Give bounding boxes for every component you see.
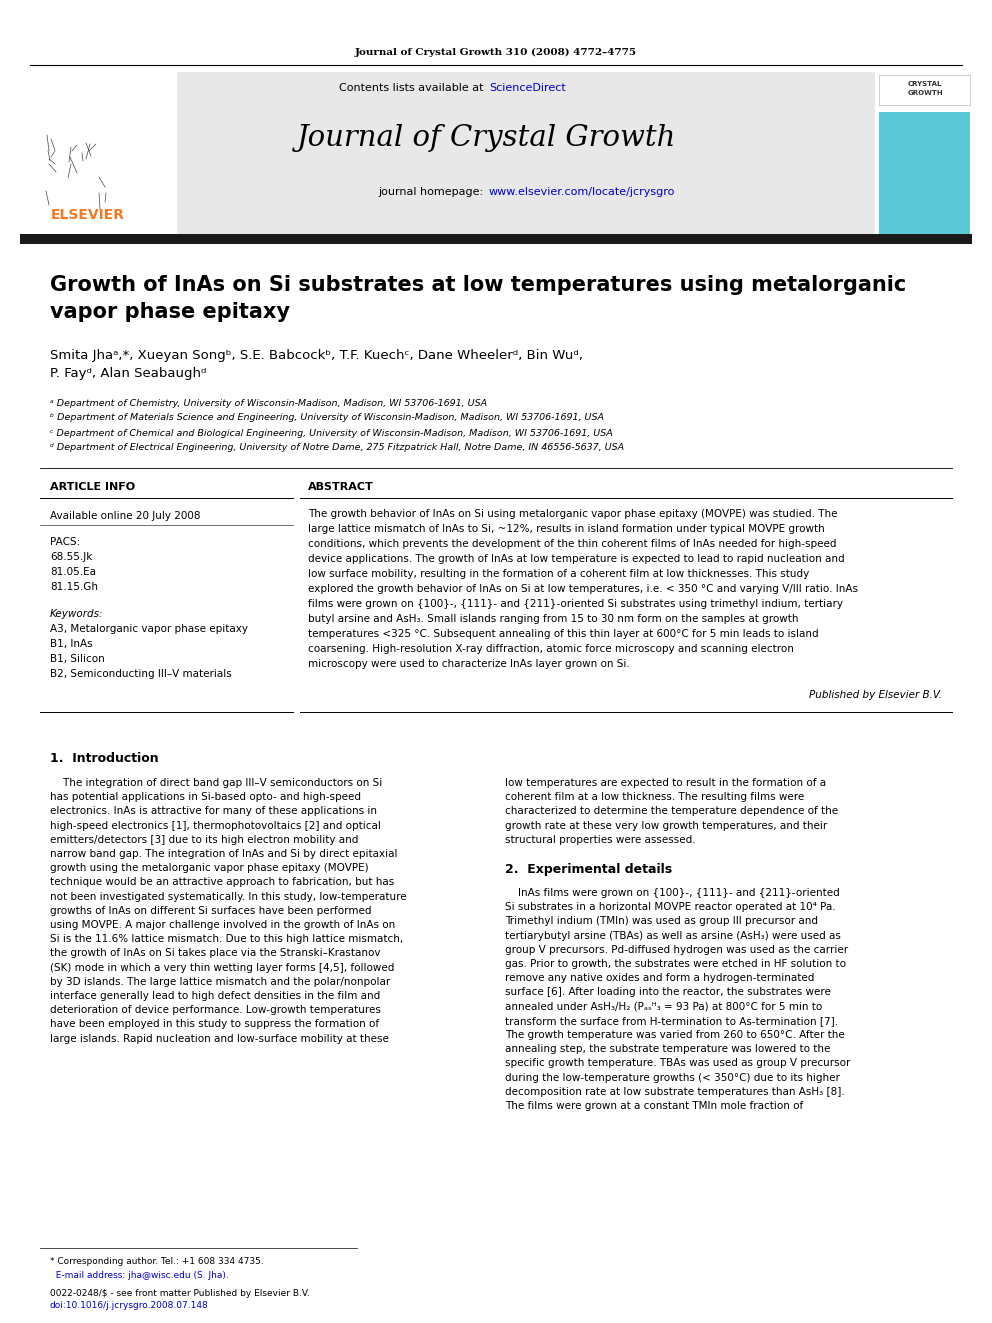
Text: B2, Semiconducting III–V materials: B2, Semiconducting III–V materials <box>50 669 232 679</box>
Text: using MOVPE. A major challenge involved in the growth of InAs on: using MOVPE. A major challenge involved … <box>50 919 395 930</box>
Text: B1, Silicon: B1, Silicon <box>50 654 105 664</box>
Text: 2.  Experimental details: 2. Experimental details <box>505 864 673 877</box>
Text: tertiarybutyl arsine (TBAs) as well as arsine (AsH₃) were used as: tertiarybutyl arsine (TBAs) as well as a… <box>505 930 841 941</box>
Text: ᵈ Department of Electrical Engineering, University of Notre Dame, 275 Fitzpatric: ᵈ Department of Electrical Engineering, … <box>50 443 624 452</box>
Text: The films were grown at a constant TMIn mole fraction of: The films were grown at a constant TMIn … <box>505 1101 804 1111</box>
Text: characterized to determine the temperature dependence of the: characterized to determine the temperatu… <box>505 807 838 816</box>
Text: 68.55.Jk: 68.55.Jk <box>50 552 92 562</box>
Text: the growth of InAs on Si takes place via the Stranski–Krastanov: the growth of InAs on Si takes place via… <box>50 949 381 958</box>
Text: B1, InAs: B1, InAs <box>50 639 92 650</box>
Text: InAs films were grown on {100}-, {111}- and {211}-oriented: InAs films were grown on {100}-, {111}- … <box>505 888 840 898</box>
Text: PACS:: PACS: <box>50 537 80 546</box>
Text: high-speed electronics [1], thermophotovoltaics [2] and optical: high-speed electronics [1], thermophotov… <box>50 820 381 831</box>
Text: specific growth temperature. TBAs was used as group V precursor: specific growth temperature. TBAs was us… <box>505 1058 850 1069</box>
Text: butyl arsine and AsH₃. Small islands ranging from 15 to 30 nm form on the sample: butyl arsine and AsH₃. Small islands ran… <box>308 614 799 624</box>
Text: vapor phase epitaxy: vapor phase epitaxy <box>50 302 290 321</box>
Text: technique would be an attractive approach to fabrication, but has: technique would be an attractive approac… <box>50 877 394 888</box>
Bar <box>20 71 875 237</box>
Text: low surface mobility, resulting in the formation of a coherent film at low thick: low surface mobility, resulting in the f… <box>308 569 809 579</box>
Text: microscopy were used to characterize InAs layer grown on Si.: microscopy were used to characterize InA… <box>308 659 630 669</box>
Text: annealed under AsH₃/H₂ (Pₐₛᴴ₃ = 93 Pa) at 800°C for 5 min to: annealed under AsH₃/H₂ (Pₐₛᴴ₃ = 93 Pa) a… <box>505 1002 822 1012</box>
Text: annealing step, the substrate temperature was lowered to the: annealing step, the substrate temperatur… <box>505 1044 830 1054</box>
Text: Si is the 11.6% lattice mismatch. Due to this high lattice mismatch,: Si is the 11.6% lattice mismatch. Due to… <box>50 934 404 945</box>
Text: Trimethyl indium (TMIn) was used as group III precursor and: Trimethyl indium (TMIn) was used as grou… <box>505 917 818 926</box>
Text: The integration of direct band gap III–V semiconductors on Si: The integration of direct band gap III–V… <box>50 778 382 789</box>
Text: ᵇ Department of Materials Science and Engineering, University of Wisconsin-Madis: ᵇ Department of Materials Science and En… <box>50 414 604 422</box>
Bar <box>877 71 972 237</box>
Text: journal homepage:: journal homepage: <box>378 187 487 197</box>
Text: www.elsevier.com/locate/jcrysgro: www.elsevier.com/locate/jcrysgro <box>489 187 676 197</box>
Text: CRYSTAL: CRYSTAL <box>908 81 942 87</box>
Text: doi:10.1016/j.jcrysgro.2008.07.148: doi:10.1016/j.jcrysgro.2008.07.148 <box>50 1302 208 1311</box>
Text: growth using the metalorganic vapor phase epitaxy (MOVPE): growth using the metalorganic vapor phas… <box>50 863 369 873</box>
Text: has potential applications in Si-based opto- and high-speed: has potential applications in Si-based o… <box>50 792 361 802</box>
Text: have been employed in this study to suppress the formation of: have been employed in this study to supp… <box>50 1020 379 1029</box>
Text: Journal of Crystal Growth 310 (2008) 4772–4775: Journal of Crystal Growth 310 (2008) 477… <box>355 48 637 57</box>
Text: decomposition rate at low substrate temperatures than AsH₃ [8].: decomposition rate at low substrate temp… <box>505 1086 845 1097</box>
Text: The growth temperature was varied from 260 to 650°C. After the: The growth temperature was varied from 2… <box>505 1031 845 1040</box>
Text: ABSTRACT: ABSTRACT <box>308 482 374 492</box>
Text: Contents lists available at: Contents lists available at <box>339 83 487 93</box>
Text: P. Fayᵈ, Alan Seabaughᵈ: P. Fayᵈ, Alan Seabaughᵈ <box>50 368 206 381</box>
Bar <box>20 71 177 237</box>
Text: during the low-temperature growths (< 350°C) due to its higher: during the low-temperature growths (< 35… <box>505 1073 840 1082</box>
Text: A3, Metalorganic vapor phase epitaxy: A3, Metalorganic vapor phase epitaxy <box>50 624 248 634</box>
Text: 0022-0248/$ - see front matter Published by Elsevier B.V.: 0022-0248/$ - see front matter Published… <box>50 1289 310 1298</box>
Text: remove any native oxides and form a hydrogen-terminated: remove any native oxides and form a hydr… <box>505 974 814 983</box>
Text: ᵃ Department of Chemistry, University of Wisconsin-Madison, Madison, WI 53706-16: ᵃ Department of Chemistry, University of… <box>50 398 487 407</box>
Text: ELSEVIER: ELSEVIER <box>51 208 125 222</box>
Bar <box>20 234 972 243</box>
Text: * Corresponding author. Tel.: +1 608 334 4735.: * Corresponding author. Tel.: +1 608 334… <box>50 1257 264 1266</box>
Bar <box>879 112 970 237</box>
Text: explored the growth behavior of InAs on Si at low temperatures, i.e. < 350 °C an: explored the growth behavior of InAs on … <box>308 583 858 594</box>
Text: ARTICLE INFO: ARTICLE INFO <box>50 482 135 492</box>
Text: Keywords:: Keywords: <box>50 609 103 619</box>
Text: (SK) mode in which a very thin wetting layer forms [4,5], followed: (SK) mode in which a very thin wetting l… <box>50 963 395 972</box>
Text: electronics. InAs is attractive for many of these applications in: electronics. InAs is attractive for many… <box>50 807 377 816</box>
Text: narrow band gap. The integration of InAs and Si by direct epitaxial: narrow band gap. The integration of InAs… <box>50 849 398 859</box>
Text: emitters/detectors [3] due to its high electron mobility and: emitters/detectors [3] due to its high e… <box>50 835 358 845</box>
Text: structural properties were assessed.: structural properties were assessed. <box>505 835 695 845</box>
Text: 81.05.Ea: 81.05.Ea <box>50 568 96 577</box>
Text: large islands. Rapid nucleation and low-surface mobility at these: large islands. Rapid nucleation and low-… <box>50 1033 389 1044</box>
Text: GROWTH: GROWTH <box>908 90 942 97</box>
Text: Available online 20 July 2008: Available online 20 July 2008 <box>50 511 200 521</box>
Text: films were grown on {100}-, {111}- and {211}-oriented Si substrates using trimet: films were grown on {100}-, {111}- and {… <box>308 599 843 609</box>
Text: interface generally lead to high defect densities in the film and: interface generally lead to high defect … <box>50 991 380 1002</box>
Text: ScienceDirect: ScienceDirect <box>489 83 565 93</box>
Text: low temperatures are expected to result in the formation of a: low temperatures are expected to result … <box>505 778 826 789</box>
Text: surface [6]. After loading into the reactor, the substrates were: surface [6]. After loading into the reac… <box>505 987 831 998</box>
Text: deterioration of device performance. Low-growth temperatures: deterioration of device performance. Low… <box>50 1005 381 1015</box>
Text: E-mail address: jha@wisc.edu (S. Jha).: E-mail address: jha@wisc.edu (S. Jha). <box>50 1270 229 1279</box>
Bar <box>879 75 970 105</box>
Text: conditions, which prevents the development of the thin coherent films of InAs ne: conditions, which prevents the developme… <box>308 538 836 549</box>
Text: Published by Elsevier B.V.: Published by Elsevier B.V. <box>809 691 942 700</box>
Text: not been investigated systematically. In this study, low-temperature: not been investigated systematically. In… <box>50 892 407 901</box>
Text: Journal of Crystal Growth: Journal of Crystal Growth <box>298 124 677 152</box>
Text: coarsening. High-resolution X-ray diffraction, atomic force microscopy and scann: coarsening. High-resolution X-ray diffra… <box>308 644 794 654</box>
Text: group V precursors. Pd-diffused hydrogen was used as the carrier: group V precursors. Pd-diffused hydrogen… <box>505 945 848 955</box>
Text: device applications. The growth of InAs at low temperature is expected to lead t: device applications. The growth of InAs … <box>308 554 844 564</box>
Text: gas. Prior to growth, the substrates were etched in HF solution to: gas. Prior to growth, the substrates wer… <box>505 959 846 968</box>
Text: temperatures <325 °C. Subsequent annealing of this thin layer at 600°C for 5 min: temperatures <325 °C. Subsequent anneali… <box>308 628 818 639</box>
Text: ᶜ Department of Chemical and Biological Engineering, University of Wisconsin-Mad: ᶜ Department of Chemical and Biological … <box>50 429 613 438</box>
Text: by 3D islands. The large lattice mismatch and the polar/nonpolar: by 3D islands. The large lattice mismatc… <box>50 976 390 987</box>
Text: Growth of InAs on Si substrates at low temperatures using metalorganic: Growth of InAs on Si substrates at low t… <box>50 275 907 295</box>
Text: growth rate at these very low growth temperatures, and their: growth rate at these very low growth tem… <box>505 820 827 831</box>
Text: large lattice mismatch of InAs to Si, ~12%, results in island formation under ty: large lattice mismatch of InAs to Si, ~1… <box>308 524 824 534</box>
Text: 81.15.Gh: 81.15.Gh <box>50 582 98 591</box>
Text: The growth behavior of InAs on Si using metalorganic vapor phase epitaxy (MOVPE): The growth behavior of InAs on Si using … <box>308 509 837 519</box>
Text: growths of InAs on different Si surfaces have been performed: growths of InAs on different Si surfaces… <box>50 906 371 916</box>
Text: Smita Jhaᵃ,*, Xueyan Songᵇ, S.E. Babcockᵇ, T.F. Kuechᶜ, Dane Wheelerᵈ, Bin Wuᵈ,: Smita Jhaᵃ,*, Xueyan Songᵇ, S.E. Babcock… <box>50 348 583 361</box>
Text: 1.  Introduction: 1. Introduction <box>50 751 159 765</box>
Text: transform the surface from H-termination to As-termination [7].: transform the surface from H-termination… <box>505 1016 838 1025</box>
Text: Si substrates in a horizontal MOVPE reactor operated at 10⁴ Pa.: Si substrates in a horizontal MOVPE reac… <box>505 902 835 912</box>
Text: coherent film at a low thickness. The resulting films were: coherent film at a low thickness. The re… <box>505 792 805 802</box>
